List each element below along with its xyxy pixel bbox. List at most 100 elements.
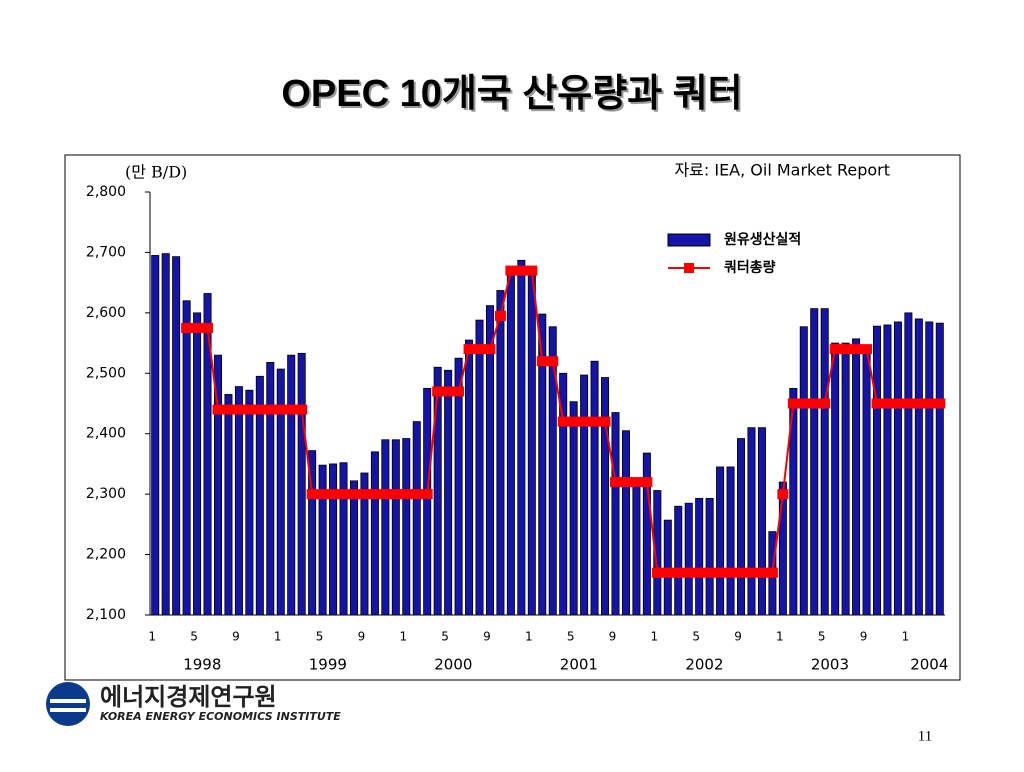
quota-marker bbox=[557, 416, 569, 427]
bar bbox=[705, 497, 714, 616]
bar bbox=[454, 357, 463, 616]
y-tick-label: 2,800 bbox=[86, 184, 126, 200]
bar bbox=[496, 290, 505, 616]
year-label: 2001 bbox=[560, 656, 598, 674]
bar bbox=[172, 256, 181, 616]
bar bbox=[329, 463, 338, 616]
quota-marker bbox=[243, 404, 255, 415]
y-tick-label: 2,500 bbox=[86, 365, 126, 381]
bar bbox=[245, 389, 254, 616]
x-tick-label: 9 bbox=[358, 630, 366, 644]
quota-marker bbox=[379, 489, 391, 500]
quota-marker bbox=[338, 489, 350, 500]
logo-stripe bbox=[50, 699, 86, 703]
x-tick-label: 1 bbox=[148, 630, 156, 644]
bar bbox=[925, 321, 934, 616]
quota-marker bbox=[474, 344, 486, 355]
quota-marker bbox=[745, 567, 757, 578]
bar bbox=[590, 360, 599, 616]
quota-marker bbox=[390, 489, 402, 500]
bar bbox=[203, 293, 212, 616]
bar bbox=[862, 345, 871, 616]
bar bbox=[224, 394, 233, 616]
bar bbox=[370, 451, 379, 616]
bar bbox=[193, 312, 202, 616]
quota-marker bbox=[704, 567, 716, 578]
x-tick-label: 9 bbox=[860, 630, 868, 644]
quota-marker bbox=[181, 322, 193, 333]
bar bbox=[841, 342, 850, 616]
x-tick-label: 5 bbox=[316, 630, 324, 644]
quota-marker bbox=[264, 404, 276, 415]
quota-marker bbox=[599, 416, 611, 427]
y-tick-label: 2,700 bbox=[86, 244, 126, 260]
bar bbox=[726, 466, 735, 616]
legend-marker bbox=[684, 263, 694, 273]
bar bbox=[559, 372, 568, 616]
quota-marker bbox=[411, 489, 423, 500]
legend-label: 원유생산실적 bbox=[724, 231, 801, 248]
y-tick-label: 2,600 bbox=[86, 305, 126, 321]
x-tick-label: 5 bbox=[567, 630, 575, 644]
x-tick-label: 1 bbox=[651, 630, 659, 644]
quota-marker bbox=[923, 398, 935, 409]
quota-marker bbox=[191, 322, 203, 333]
quota-marker bbox=[881, 398, 893, 409]
x-tick-label: 1 bbox=[274, 630, 282, 644]
year-label: 1999 bbox=[309, 656, 347, 674]
quota-marker bbox=[589, 416, 601, 427]
title-shadow: OPEC 10개국 산유량과 쿼터 bbox=[283, 75, 744, 117]
quota-marker bbox=[620, 477, 632, 488]
quota-marker bbox=[275, 404, 287, 415]
bar bbox=[904, 312, 913, 616]
bar bbox=[873, 325, 882, 616]
x-tick-label: 9 bbox=[609, 630, 617, 644]
x-tick-label: 5 bbox=[818, 630, 826, 644]
bar bbox=[381, 439, 390, 616]
quota-marker bbox=[913, 398, 925, 409]
bar bbox=[548, 326, 557, 616]
bar bbox=[674, 505, 683, 616]
quota-marker bbox=[787, 398, 799, 409]
quota-marker bbox=[892, 398, 904, 409]
quota-marker bbox=[568, 416, 580, 427]
quota-marker bbox=[871, 398, 883, 409]
quota-marker bbox=[358, 489, 370, 500]
bar bbox=[234, 386, 243, 616]
bar bbox=[716, 466, 725, 616]
quota-marker bbox=[369, 489, 381, 500]
bar bbox=[213, 354, 222, 616]
quota-marker bbox=[233, 404, 245, 415]
quota-marker bbox=[453, 386, 465, 397]
quota-marker bbox=[484, 344, 496, 355]
quota-marker bbox=[798, 398, 810, 409]
quota-marker bbox=[808, 398, 820, 409]
quota-marker bbox=[714, 567, 726, 578]
x-tick-label: 1 bbox=[399, 630, 407, 644]
bar bbox=[611, 412, 620, 616]
logo: 에너지경제연구원 KOREA ENERGY ECONOMICS INSTITUT… bbox=[46, 682, 341, 726]
quota-marker bbox=[756, 567, 768, 578]
year-label: 1998 bbox=[183, 656, 221, 674]
year-label: 2000 bbox=[434, 656, 472, 674]
quota-marker bbox=[348, 489, 360, 500]
quota-marker bbox=[850, 344, 862, 355]
quota-marker bbox=[662, 567, 674, 578]
quota-marker bbox=[840, 344, 852, 355]
chart-title: OPEC 10개국 산유량과 쿼터 bbox=[281, 73, 742, 115]
bar bbox=[569, 401, 578, 616]
quota-marker bbox=[630, 477, 642, 488]
quota-marker bbox=[222, 404, 234, 415]
bar bbox=[402, 438, 411, 616]
quota-marker bbox=[672, 567, 684, 578]
year-label: 2004 bbox=[910, 656, 948, 674]
quota-marker bbox=[829, 344, 841, 355]
year-label: 2003 bbox=[811, 656, 849, 674]
bar bbox=[412, 421, 421, 616]
bar bbox=[318, 464, 327, 616]
bar bbox=[465, 339, 474, 616]
x-tick-label: 9 bbox=[734, 630, 742, 644]
bar bbox=[391, 439, 400, 616]
bar bbox=[287, 354, 296, 616]
